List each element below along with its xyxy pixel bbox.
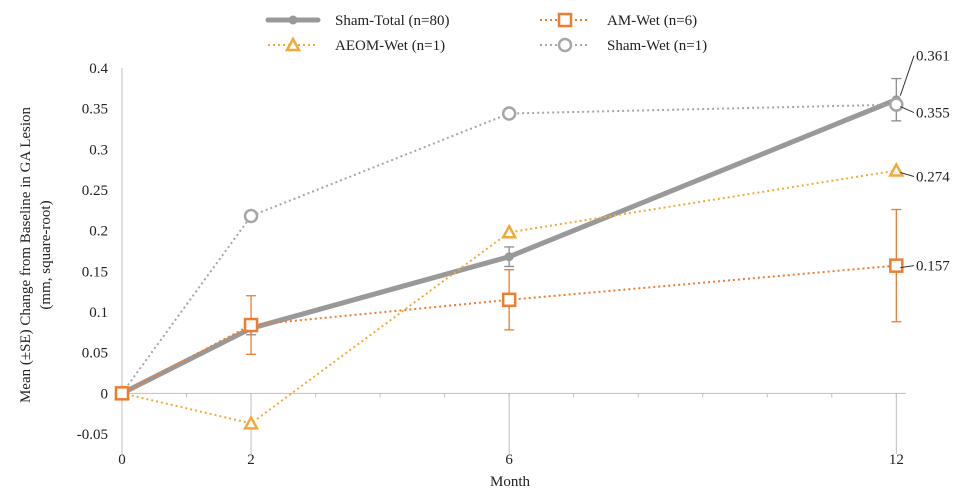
value-annotation: 0.157: [900, 259, 950, 275]
legend-swatch-marker: [557, 12, 573, 28]
axes: -0.05 0 0.05 0.1 0.15 0.2 0.25 0.3 0.35 0.4 0 2 6 12: [77, 61, 906, 468]
x-tick-label: 2: [247, 452, 255, 468]
series-line: [121, 169, 897, 425]
data-point: [243, 317, 259, 333]
annotation-label: 0.157: [916, 259, 950, 275]
y-axis-title-line-2: (mm, square-root): [38, 200, 54, 309]
data-point: [501, 106, 517, 121]
y-tick-label: 0.1: [89, 305, 108, 321]
y-tick-label: 0.2: [89, 224, 108, 240]
legend-item: AEOM-Wet (n=1): [268, 36, 445, 54]
y-tick-label: 0.35: [82, 102, 108, 118]
y-tick-label: 0.15: [82, 264, 108, 280]
y-axis-title-line-1: Mean (±SE) Change from Baseline in GA Le…: [18, 106, 34, 403]
y-tick-label: 0.4: [89, 61, 108, 77]
data-point: [504, 252, 514, 262]
annotation-label: 0.361: [916, 49, 950, 65]
value-annotation: 0.361: [899, 49, 950, 96]
y-tick-label: 0.3: [89, 142, 108, 158]
y-tick-label: -0.05: [77, 427, 108, 443]
legend-swatch-marker: [557, 37, 573, 53]
y-tick-label: 0: [101, 386, 109, 402]
value-annotation: 0.274: [900, 169, 950, 185]
data-point: [889, 258, 904, 273]
legend-label: AM-Wet (n=6): [607, 13, 697, 29]
legend-label: Sham-Wet (n=1): [607, 38, 707, 54]
series-1: [114, 208, 904, 401]
data-point: [242, 414, 260, 430]
legend-swatch-marker: [284, 36, 302, 52]
data-point: [501, 223, 518, 239]
data-point: [888, 161, 905, 177]
legend: Sham-Total (n=80) AM-Wet (n=6) AEOM-Wet (n…: [265, 12, 707, 54]
x-tick-label: 12: [889, 452, 904, 468]
data-point: [501, 292, 517, 308]
value-annotation: 0.355: [900, 106, 950, 122]
series-layer: [113, 77, 905, 430]
data-point: [114, 386, 130, 401]
annotation-leader: [899, 55, 915, 96]
y-tick-label: 0.25: [82, 183, 108, 199]
x-tick-label: 0: [118, 452, 126, 468]
series-line: [121, 103, 897, 394]
legend-label: AEOM-Wet (n=1): [335, 38, 445, 54]
annotation-label: 0.274: [916, 169, 950, 185]
x-axis-title: Month: [490, 474, 531, 490]
annotation-leader: [900, 265, 915, 269]
legend-item: AM-Wet (n=6): [540, 12, 697, 29]
legend-swatch-marker: [288, 15, 298, 25]
series-line: [119, 97, 899, 396]
annotation-label: 0.355: [916, 106, 950, 122]
annotation-leader: [900, 106, 915, 114]
data-point: [243, 208, 259, 224]
data-point: [889, 97, 904, 112]
legend-item: Sham-Wet (n=1): [540, 37, 707, 54]
series-line: [121, 264, 897, 395]
y-tick-label: 0.05: [82, 346, 108, 362]
annotation-leader: [900, 172, 915, 177]
annotation-layer: 0.361 0.355 0.274 0.157: [899, 49, 950, 275]
legend-item: Sham-Total (n=80): [265, 13, 449, 29]
y-axis-title: Mean (±SE) Change from Baseline in GA Le…: [18, 106, 54, 403]
x-tick-label: 6: [505, 452, 513, 468]
legend-label: Sham-Total (n=80): [335, 13, 449, 29]
